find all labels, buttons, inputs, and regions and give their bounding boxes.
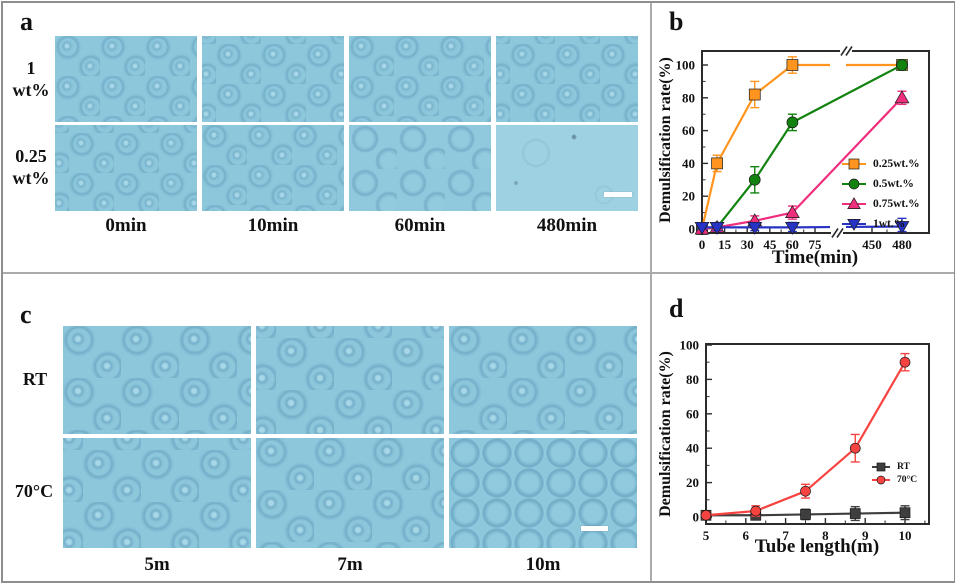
- micrograph-1wt-480min: [496, 36, 638, 122]
- legend-d: RT 70°C: [872, 460, 917, 486]
- row-label-rt: RT: [12, 368, 58, 390]
- row-label-70c: 70°C: [8, 480, 60, 502]
- micrograph-rt-7m: [256, 326, 444, 434]
- micrograph-70c-10m: [449, 438, 637, 548]
- legend-label: 0.5wt.%: [873, 178, 914, 190]
- legend-item: 0.75wt.%: [842, 194, 920, 214]
- svg-text:20: 20: [686, 475, 699, 490]
- legend-item: 0.25wt.%: [842, 154, 920, 174]
- micrograph-1wt-10min: [202, 36, 344, 122]
- micrograph-1wt-0min: [55, 36, 197, 122]
- chart-d-xlabel: Tube length(m): [717, 536, 917, 558]
- scale-bar: [581, 526, 608, 531]
- row-label-025wt-bottom: wt%: [6, 167, 56, 189]
- micrograph-025wt-0min: [55, 125, 197, 211]
- svg-text:100: 100: [676, 58, 696, 73]
- svg-text:80: 80: [682, 90, 695, 105]
- col-label-5m: 5m: [63, 554, 251, 576]
- micrograph-025wt-10min: [202, 125, 344, 211]
- micrograph-rt-5m: [63, 326, 251, 434]
- col-label-480min: 480min: [496, 215, 638, 237]
- panel-c: c RT 70°C 5m 7m 10m: [6, 274, 650, 581]
- panel-divider-horizontal: [3, 272, 954, 274]
- legend-label: 0.75wt.%: [873, 198, 920, 210]
- scale-bar: [604, 192, 632, 197]
- square-marker-icon: [842, 157, 870, 171]
- circle-marker-icon: [842, 177, 870, 191]
- micrograph-rt-10m: [449, 326, 637, 434]
- svg-text:60: 60: [686, 406, 699, 421]
- panel-divider-vertical: [650, 3, 652, 581]
- row-label-1wt: 1 wt%: [8, 57, 54, 101]
- col-label-7m: 7m: [256, 554, 444, 576]
- svg-text:0: 0: [693, 510, 700, 525]
- chart-d-ylabel: Demulsification rate(%): [655, 309, 677, 559]
- legend-item: 70°C: [872, 473, 917, 486]
- triangle-up-marker-icon: [842, 197, 870, 211]
- row-label-1wt-bottom: wt%: [8, 79, 54, 101]
- legend-label: RT: [897, 462, 910, 472]
- legend-item: RT: [872, 460, 917, 473]
- svg-text:0: 0: [689, 222, 696, 237]
- col-label-10m: 10m: [449, 554, 637, 576]
- panel-a: a 1 wt% 0.25 wt% 0min 10min 60min 480min: [6, 3, 650, 272]
- svg-text:20: 20: [682, 189, 695, 204]
- circle-marker-icon: [872, 473, 894, 487]
- svg-text:0: 0: [699, 237, 706, 252]
- svg-text:40: 40: [686, 441, 699, 456]
- svg-text:40: 40: [682, 156, 695, 171]
- row-label-025wt-top: 0.25: [6, 145, 56, 167]
- chart-b-xlabel: Time(min): [715, 247, 915, 269]
- row-label-025wt: 0.25 wt%: [6, 145, 56, 189]
- col-label-10min: 10min: [202, 215, 344, 237]
- panel-c-label: c: [20, 302, 32, 328]
- legend-label: 70°C: [897, 475, 917, 485]
- col-label-60min: 60min: [349, 215, 491, 237]
- svg-text:80: 80: [686, 372, 699, 387]
- chart-b-ylabel: Demulsification rate(%): [655, 15, 677, 265]
- row-label-1wt-top: 1: [8, 57, 54, 79]
- svg-text:100: 100: [680, 338, 700, 353]
- legend-item: 1wt.%: [842, 214, 920, 234]
- legend-item: 0.5wt.%: [842, 174, 920, 194]
- micrograph-70c-5m: [63, 438, 251, 548]
- panel-a-label: a: [20, 9, 33, 35]
- svg-text:5: 5: [703, 528, 710, 543]
- legend-b: 0.25wt.% 0.5wt.% 0.75wt.% 1wt.%: [842, 154, 920, 234]
- micrograph-70c-7m: [256, 438, 444, 548]
- col-label-0min: 0min: [55, 215, 197, 237]
- triangle-down-marker-icon: [842, 217, 870, 231]
- legend-label: 0.25wt.%: [873, 158, 920, 170]
- square-marker-icon: [872, 460, 894, 474]
- micrograph-025wt-480min: [496, 125, 638, 211]
- svg-text:60: 60: [682, 123, 695, 138]
- micrograph-1wt-60min: [349, 36, 491, 122]
- micrograph-025wt-60min: [349, 125, 491, 211]
- legend-label: 1wt.%: [873, 218, 905, 230]
